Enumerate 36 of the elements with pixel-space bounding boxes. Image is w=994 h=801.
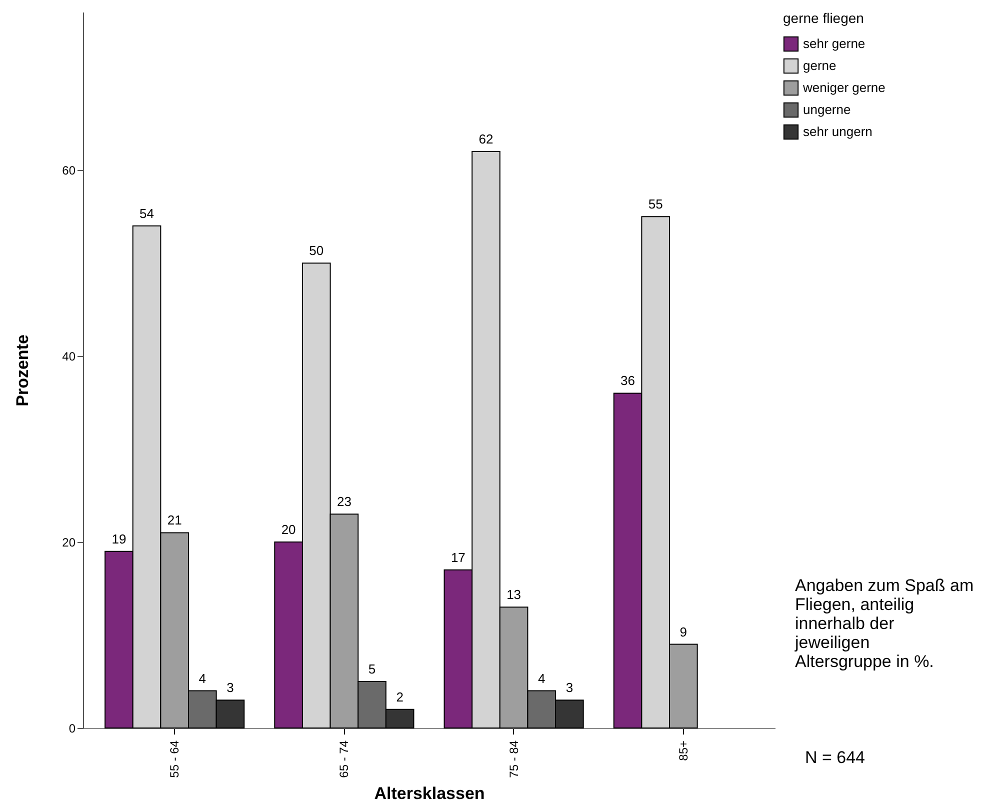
x-tick-label: 85+ xyxy=(676,740,690,761)
y-tick-label: 0 xyxy=(68,722,76,736)
data-label: 4 xyxy=(538,670,546,686)
data-label: 54 xyxy=(140,206,154,221)
data-label: 55 xyxy=(648,196,663,212)
y-axis-title: Prozente xyxy=(13,334,32,406)
data-label: 21 xyxy=(167,512,182,528)
y-tick-label: 20 xyxy=(62,536,76,550)
x-tick-label: 75 - 84 xyxy=(506,740,521,778)
data-label: 13 xyxy=(506,587,522,602)
data-label: 19 xyxy=(112,531,126,546)
text: Angaben zum Spaß am Fliegen, anteilig innerhalb der jeweiligen Altersgruppe in %. xyxy=(794,576,974,671)
data-label: 5 xyxy=(368,662,376,677)
data-label: 20 xyxy=(281,522,296,538)
legend-label: weniger gerne xyxy=(802,80,886,95)
y-tick-label: 60 xyxy=(62,164,76,178)
legend-label: sehr ungern xyxy=(803,124,872,139)
data-label: 2 xyxy=(396,689,404,704)
text: N = 644 xyxy=(805,748,866,767)
data-label: 36 xyxy=(620,373,636,388)
data-label: 4 xyxy=(198,670,206,686)
x-tick-label: 55 - 64 xyxy=(168,740,182,778)
legend-label: ungerne xyxy=(803,102,851,117)
data-label: 17 xyxy=(450,550,466,565)
x-axis-title: Altersklassen xyxy=(374,784,485,801)
data-label: 9 xyxy=(680,624,688,640)
data-label: 23 xyxy=(336,494,352,510)
data-label: 50 xyxy=(309,243,324,258)
data-label: 3 xyxy=(566,680,574,696)
legend-title: gerne fliegen xyxy=(783,10,864,26)
data-label: 3 xyxy=(226,680,234,696)
y-tick-label: 40 xyxy=(62,350,76,364)
legend-label: gerne xyxy=(803,58,836,73)
data-label: 62 xyxy=(478,131,494,146)
x-tick-label: 65 - 74 xyxy=(337,740,352,778)
legend-label: sehr gerne xyxy=(803,36,866,51)
